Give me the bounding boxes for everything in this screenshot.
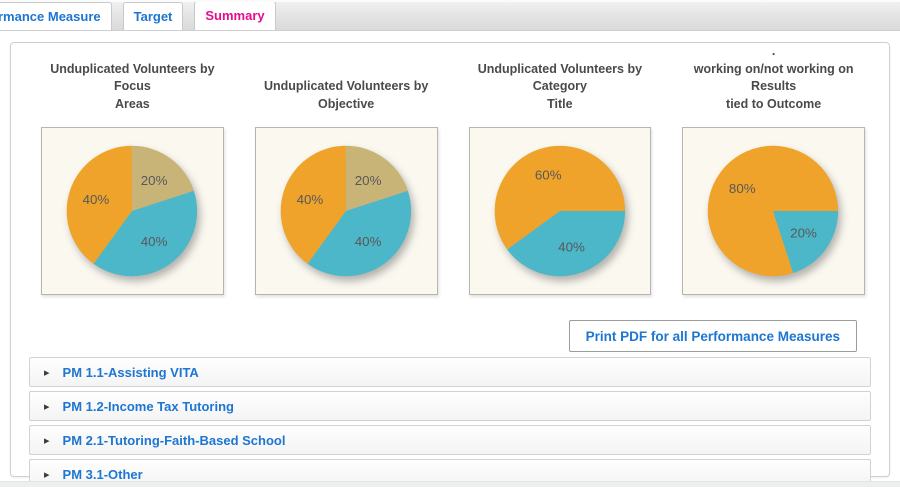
expand-arrow-icon: ▸ — [44, 366, 50, 379]
pie-slice — [280, 145, 346, 264]
pie-slice — [494, 145, 625, 250]
chart-title: Unduplicated Volunteers by Objective — [263, 79, 429, 111]
pie-slice — [506, 211, 625, 277]
pie-slice-label: 20% — [141, 173, 168, 188]
pie-slice — [93, 190, 198, 277]
accordion-pm-1-2[interactable]: ▸ PM 1.2-Income Tax Tutoring — [29, 391, 871, 421]
accordion-pm-1-1[interactable]: ▸ PM 1.1-Assisting VITA — [29, 357, 871, 387]
pie-slice-label: 40% — [296, 192, 323, 207]
pie-chart-category-title: 40% 60% — [468, 127, 652, 295]
pie-slice-label: 40% — [141, 234, 168, 249]
tab-summary[interactable]: Summary — [194, 2, 276, 30]
chart-column-results-outcome: . working on/not working on Results tied… — [682, 44, 865, 295]
pie-slice — [131, 145, 194, 211]
pie-slice — [345, 145, 408, 211]
pie-chart-focus-areas: 20% 40% 40% — [41, 127, 224, 295]
expand-arrow-icon: ▸ — [44, 434, 50, 447]
tab-performance-measure[interactable]: rmance Measure — [0, 2, 112, 30]
pie-slice — [773, 211, 839, 273]
pie-slice-label: 40% — [355, 234, 382, 249]
accordion-label: PM 3.1-Other — [62, 466, 143, 482]
pie-slice-label: 20% — [355, 173, 382, 188]
pie-slice-label: 60% — [534, 167, 561, 182]
chart-column-focus-areas: Unduplicated Volunteers by Focus Areas 2… — [41, 56, 224, 295]
pie-slice-label: 40% — [558, 239, 585, 254]
pie-slice — [307, 190, 411, 277]
accordion-label: PM 2.1-Tutoring-Faith-Based School — [62, 432, 286, 448]
chart-title: Unduplicated Volunteers by Category Titl… — [477, 61, 643, 111]
chart-column-category-title: Unduplicated Volunteers by Category Titl… — [468, 56, 652, 295]
footer-strip — [0, 481, 900, 487]
performance-measure-accordion: ▸ PM 1.1-Assisting VITA ▸ PM 1.2-Income … — [29, 357, 871, 487]
pie-slice — [66, 145, 132, 264]
summary-panel: Unduplicated Volunteers by Focus Areas 2… — [10, 42, 890, 487]
chart-column-objective: Unduplicated Volunteers by Objective 20%… — [254, 56, 438, 295]
chart-title: . working on/not working on Results tied… — [693, 44, 854, 111]
charts-row: Unduplicated Volunteers by Focus Areas 2… — [41, 44, 865, 295]
expand-arrow-icon: ▸ — [44, 400, 50, 413]
accordion-label: PM 1.1-Assisting VITA — [62, 364, 199, 380]
pie-slice-label: 40% — [83, 192, 110, 207]
pie-chart-results-outcome: 20% 80% — [682, 127, 865, 295]
accordion-label: PM 1.2-Income Tax Tutoring — [62, 398, 234, 414]
button-row: Print PDF for all Performance Measures — [41, 320, 865, 352]
print-pdf-button[interactable]: Print PDF for all Performance Measures — [568, 320, 857, 352]
tab-target[interactable]: Target — [122, 2, 184, 30]
pie-slice-label: 80% — [729, 181, 756, 196]
pie-chart-objective: 20% 40% 40% — [254, 127, 438, 295]
tab-bar: rmance Measure Target Summary — [0, 0, 900, 31]
expand-arrow-icon: ▸ — [44, 468, 50, 481]
pie-slice-label: 20% — [790, 226, 817, 241]
accordion-pm-2-1[interactable]: ▸ PM 2.1-Tutoring-Faith-Based School — [29, 425, 871, 455]
pie-slice — [707, 145, 839, 277]
chart-title: Unduplicated Volunteers by Focus Areas — [50, 61, 215, 111]
